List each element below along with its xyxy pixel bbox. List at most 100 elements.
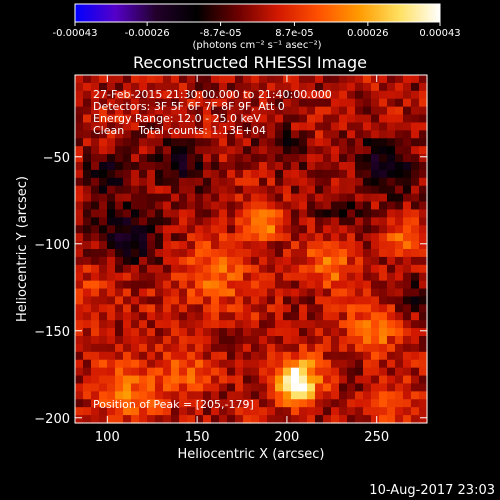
heatmap-cell xyxy=(203,351,212,361)
heatmap-cell xyxy=(387,280,396,290)
heatmap-cell xyxy=(131,122,140,131)
heatmap-cell xyxy=(323,272,332,282)
heatmap-cell xyxy=(243,391,252,400)
heatmap-cell xyxy=(203,264,212,274)
heatmap-cell xyxy=(339,312,348,321)
heatmap-cell xyxy=(219,162,228,171)
heatmap-cell xyxy=(163,304,172,313)
heatmap-cell xyxy=(395,201,404,211)
heatmap-cell xyxy=(307,241,316,250)
heatmap-cell xyxy=(75,383,84,392)
heatmap-cell xyxy=(291,383,300,392)
heatmap-cell xyxy=(219,272,228,282)
heatmap-cell xyxy=(211,320,220,329)
heatmap-cell xyxy=(371,98,380,108)
heatmap-cell xyxy=(179,415,188,424)
heatmap-cell xyxy=(251,328,260,337)
heatmap-cell xyxy=(179,383,188,392)
heatmap-cell xyxy=(147,375,156,385)
heatmap-cell xyxy=(139,304,148,313)
heatmap-cell xyxy=(163,138,172,147)
heatmap-cell xyxy=(91,320,100,329)
heatmap-cell xyxy=(323,177,332,187)
heatmap-cell xyxy=(419,264,428,274)
heatmap-cell xyxy=(259,217,268,226)
heatmap-cell xyxy=(395,296,404,305)
heatmap-cell xyxy=(251,415,260,424)
heatmap-cell xyxy=(139,233,148,242)
heatmap-cell xyxy=(75,146,84,155)
heatmap-cell xyxy=(395,114,404,124)
heatmap-cell xyxy=(203,383,212,392)
heatmap-cell xyxy=(227,209,236,218)
heatmap-cell xyxy=(315,225,324,234)
heatmap-cell xyxy=(371,312,380,321)
heatmap-cell xyxy=(275,383,284,392)
heatmap-cell xyxy=(211,209,220,218)
heatmap-cell xyxy=(243,217,252,226)
heatmap-cell xyxy=(251,375,260,385)
heatmap-cell xyxy=(259,201,268,211)
heatmap-cell xyxy=(403,82,412,92)
heatmap-cell xyxy=(411,233,420,242)
heatmap-cell xyxy=(347,201,356,211)
heatmap-cell xyxy=(147,296,156,305)
heatmap-cell xyxy=(275,138,284,147)
heatmap-cell xyxy=(187,162,196,171)
heatmap-cell xyxy=(227,391,236,400)
heatmap-cell xyxy=(379,272,388,282)
heatmap-cell xyxy=(139,383,148,392)
heatmap-cell xyxy=(211,399,220,408)
heatmap-cell xyxy=(347,264,356,274)
heatmap-cell xyxy=(123,154,132,163)
heatmap-cell xyxy=(99,122,108,131)
colorbar-tick-label: -0.00026 xyxy=(125,28,170,39)
heatmap-cell xyxy=(147,304,156,313)
heatmap-cell xyxy=(283,138,292,147)
heatmap-cell xyxy=(379,351,388,361)
heatmap-cell xyxy=(235,312,244,321)
heatmap-cell xyxy=(251,256,260,266)
heatmap-cell xyxy=(251,90,260,100)
heatmap-cell xyxy=(139,209,148,218)
heatmap-cell xyxy=(307,177,316,187)
heatmap-cell xyxy=(203,185,212,195)
heatmap-cell xyxy=(411,138,420,147)
heatmap-cell xyxy=(243,351,252,361)
heatmap-cell xyxy=(307,217,316,226)
heatmap-cell xyxy=(123,138,132,147)
heatmap-cell xyxy=(259,146,268,155)
heatmap-cell xyxy=(147,185,156,195)
heatmap-cell xyxy=(419,296,428,305)
heatmap-cell xyxy=(323,217,332,226)
heatmap-cell xyxy=(307,296,316,305)
heatmap-cell xyxy=(235,90,244,100)
heatmap-cell xyxy=(291,98,300,108)
heatmap-cell xyxy=(307,383,316,392)
heatmap-cell xyxy=(371,154,380,163)
heatmap-cell xyxy=(411,98,420,108)
heatmap-cell xyxy=(323,106,332,116)
heatmap-cell xyxy=(131,391,140,400)
heatmap-cell xyxy=(243,75,252,84)
heatmap-cell xyxy=(91,177,100,187)
heatmap-cell xyxy=(107,217,116,226)
heatmap-cell xyxy=(91,225,100,234)
heatmap-cell xyxy=(235,241,244,250)
heatmap-cell xyxy=(363,193,372,203)
heatmap-cell xyxy=(235,114,244,124)
heatmap-cell xyxy=(219,138,228,147)
heatmap-cell xyxy=(275,312,284,321)
heatmap-cell xyxy=(211,375,220,385)
heatmap-cell xyxy=(75,233,84,242)
heatmap-cell xyxy=(227,383,236,392)
heatmap-cell xyxy=(179,75,188,84)
heatmap-cell xyxy=(187,233,196,242)
heatmap-cell xyxy=(283,399,292,408)
heatmap-cell xyxy=(123,304,132,313)
heatmap-cell xyxy=(363,359,372,369)
heatmap-cell xyxy=(123,98,132,108)
heatmap-cell xyxy=(339,272,348,282)
heatmap-cell xyxy=(243,272,252,282)
heatmap-cell xyxy=(203,256,212,266)
